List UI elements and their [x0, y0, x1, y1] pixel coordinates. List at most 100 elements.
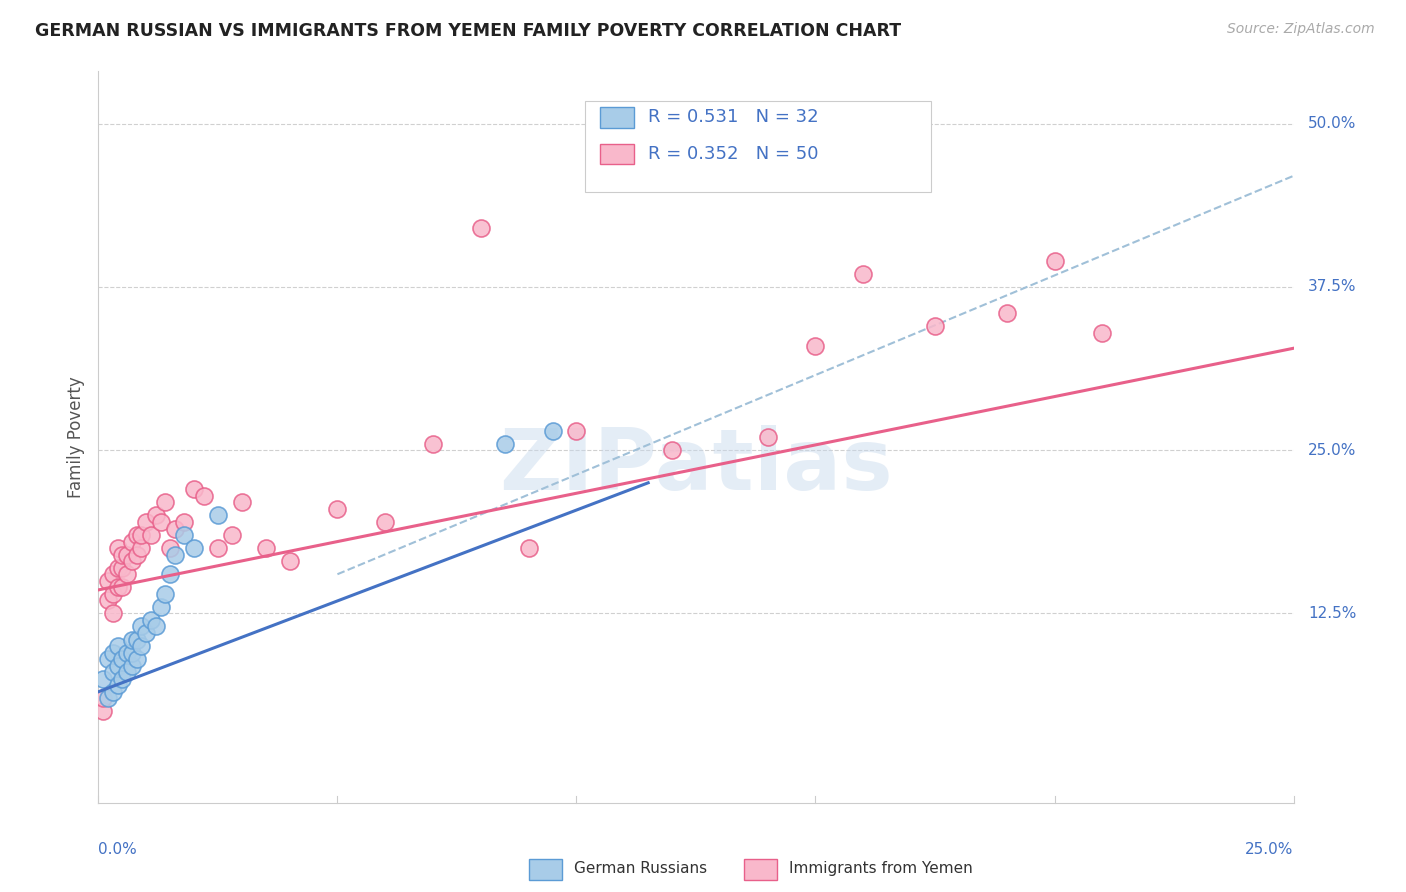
Point: [115, 548, 138, 562]
Text: 12.5%: 12.5%: [1308, 606, 1357, 621]
Point: [756, 430, 779, 444]
Point: [101, 646, 124, 660]
Point: [97, 691, 120, 706]
Point: [115, 567, 138, 582]
Text: 25.0%: 25.0%: [1308, 442, 1357, 458]
Point: [326, 502, 349, 516]
Point: [193, 489, 215, 503]
Text: 0.0%: 0.0%: [98, 842, 138, 857]
Point: [111, 652, 134, 666]
Point: [149, 515, 172, 529]
Point: [121, 632, 143, 647]
Point: [661, 443, 683, 458]
FancyBboxPatch shape: [585, 101, 931, 192]
Point: [995, 306, 1018, 320]
FancyBboxPatch shape: [529, 859, 562, 880]
FancyBboxPatch shape: [600, 107, 634, 128]
Point: [107, 560, 129, 574]
Point: [111, 560, 134, 574]
Point: [422, 436, 444, 450]
Point: [149, 599, 172, 614]
Text: R = 0.352   N = 50: R = 0.352 N = 50: [648, 145, 818, 163]
Point: [924, 319, 946, 334]
Point: [111, 672, 134, 686]
Point: [91, 691, 114, 706]
Point: [131, 541, 153, 555]
Point: [155, 587, 177, 601]
Point: [101, 685, 124, 699]
Point: [125, 652, 148, 666]
FancyBboxPatch shape: [600, 144, 634, 164]
Point: [125, 632, 148, 647]
Point: [101, 665, 124, 680]
Point: [107, 580, 129, 594]
Point: [139, 528, 162, 542]
Point: [183, 483, 205, 497]
Point: [231, 495, 253, 509]
Point: [139, 613, 162, 627]
Point: [121, 646, 143, 660]
Text: Immigrants from Yemen: Immigrants from Yemen: [789, 861, 973, 876]
Point: [121, 658, 143, 673]
Text: GERMAN RUSSIAN VS IMMIGRANTS FROM YEMEN FAMILY POVERTY CORRELATION CHART: GERMAN RUSSIAN VS IMMIGRANTS FROM YEMEN …: [35, 22, 901, 40]
Point: [131, 619, 153, 633]
Point: [517, 541, 540, 555]
Point: [135, 515, 157, 529]
Point: [107, 658, 129, 673]
Point: [115, 646, 138, 660]
Point: [111, 580, 134, 594]
Text: German Russians: German Russians: [574, 861, 707, 876]
Point: [173, 515, 195, 529]
Point: [541, 424, 564, 438]
Point: [97, 574, 120, 588]
Point: [163, 521, 186, 535]
Point: [565, 424, 588, 438]
Point: [278, 554, 301, 568]
Point: [145, 508, 167, 523]
Point: [97, 652, 120, 666]
Point: [159, 567, 181, 582]
Point: [470, 221, 492, 235]
Point: [183, 541, 205, 555]
Point: [91, 705, 114, 719]
Text: 50.0%: 50.0%: [1308, 116, 1357, 131]
Point: [494, 436, 516, 450]
Text: Source: ZipAtlas.com: Source: ZipAtlas.com: [1227, 22, 1375, 37]
Point: [111, 548, 134, 562]
Point: [221, 528, 243, 542]
Text: 37.5%: 37.5%: [1308, 279, 1357, 294]
Point: [173, 528, 195, 542]
Point: [125, 548, 148, 562]
Point: [131, 639, 153, 653]
Point: [91, 672, 114, 686]
Y-axis label: Family Poverty: Family Poverty: [66, 376, 84, 498]
FancyBboxPatch shape: [744, 859, 778, 880]
Point: [101, 567, 124, 582]
Point: [121, 554, 143, 568]
Point: [145, 619, 167, 633]
Point: [107, 678, 129, 692]
Point: [107, 639, 129, 653]
Point: [101, 607, 124, 621]
Text: ZIPatlas: ZIPatlas: [499, 425, 893, 508]
Point: [374, 515, 396, 529]
Point: [107, 541, 129, 555]
Point: [101, 587, 124, 601]
Point: [121, 534, 143, 549]
Point: [804, 339, 827, 353]
Text: 25.0%: 25.0%: [1246, 842, 1294, 857]
Point: [207, 541, 229, 555]
Point: [115, 665, 138, 680]
Point: [1091, 326, 1114, 340]
Text: R = 0.531   N = 32: R = 0.531 N = 32: [648, 109, 818, 127]
Point: [131, 528, 153, 542]
Point: [97, 593, 120, 607]
Point: [852, 267, 875, 281]
Point: [163, 548, 186, 562]
Point: [159, 541, 181, 555]
Point: [1043, 253, 1066, 268]
Point: [254, 541, 277, 555]
Point: [155, 495, 177, 509]
Point: [125, 528, 148, 542]
Point: [135, 626, 157, 640]
